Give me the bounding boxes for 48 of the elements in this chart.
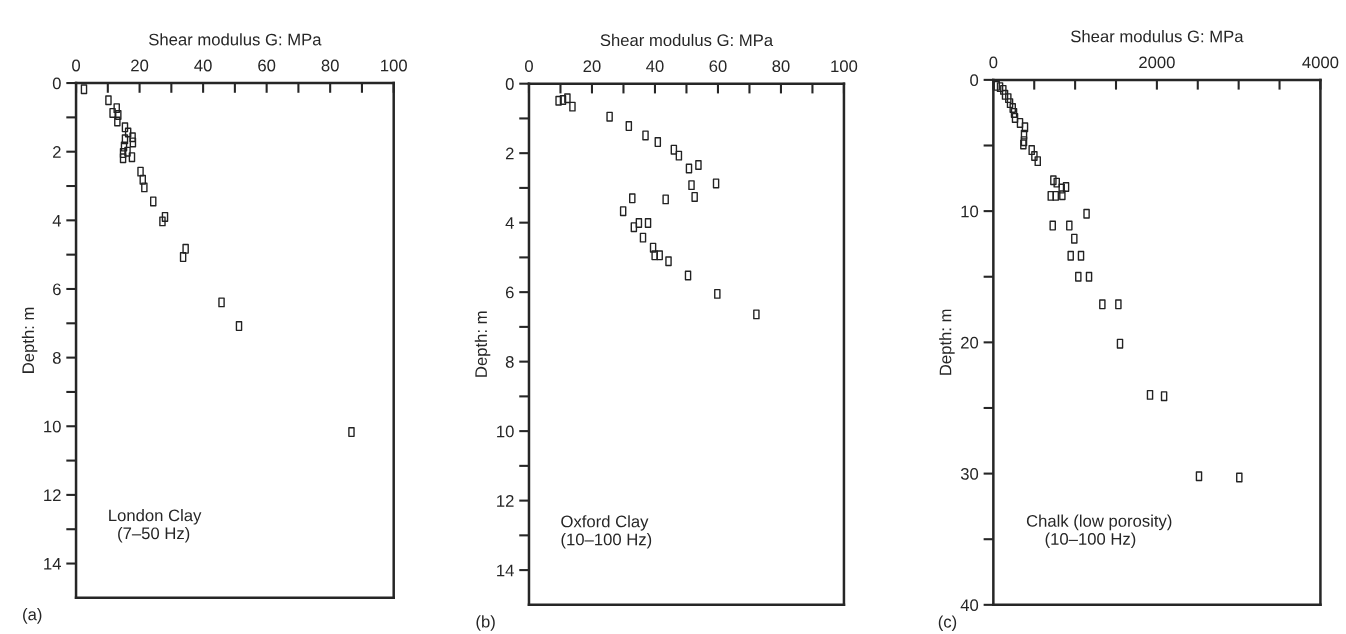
y-tick-label: 4	[505, 217, 514, 229]
x-axis-title: Shear modulus G: MPa	[600, 33, 774, 47]
y-tick-label: 10	[44, 420, 61, 433]
y-tick-label: 14	[44, 558, 61, 570]
x-tick-label: 0	[524, 60, 533, 73]
y-tick-label: 12	[497, 495, 514, 507]
y-tick-label: 10	[497, 425, 514, 438]
y-tick-label: 0	[505, 78, 514, 90]
x-tick-label: 4000	[1302, 56, 1339, 69]
x-axis-title: Shear modulus G: MPa	[149, 33, 322, 46]
y-axis-title: Depth: m	[21, 307, 38, 373]
x-tick-label: 0	[989, 56, 998, 69]
x-tick-label: 0	[72, 59, 81, 72]
x-tick-label: 2000	[1139, 56, 1175, 69]
y-tick-label: 2	[53, 146, 61, 158]
y-axis-title: Depth: m	[939, 309, 955, 375]
annotation: Oxford Clay (10–100 Hz)	[561, 515, 652, 549]
y-tick-label: 8	[52, 352, 61, 364]
x-tick-label: 80	[772, 60, 790, 73]
y-tick-label: 10	[961, 205, 979, 218]
y-tick-label: 20	[961, 336, 979, 349]
x-tick-label: 20	[131, 59, 149, 72]
y-axis-title: Depth: m	[474, 311, 491, 377]
y-tick-label: 30	[960, 468, 979, 480]
text: (b)	[476, 615, 495, 631]
x-tick-label: 40	[194, 59, 212, 72]
y-tick-label: 6	[505, 286, 514, 299]
annotation: Chalk (low porosity) (10–100 Hz)	[1026, 514, 1172, 549]
text: (c)	[938, 615, 957, 631]
x-tick-label: 100	[381, 59, 407, 72]
y-tick-label: 40	[960, 599, 979, 612]
annotation: London Clay (7–50 Hz)	[109, 509, 202, 543]
y-tick-label: 0	[52, 77, 61, 90]
x-tick-label: 60	[709, 60, 727, 73]
text: (a)	[23, 608, 42, 624]
x-axis-title: Shear modulus G: MPa	[1071, 30, 1244, 43]
y-tick-label: 8	[505, 356, 514, 368]
x-tick-label: 40	[646, 60, 664, 73]
x-tick-label: 60	[258, 59, 276, 72]
x-tick-label: 20	[583, 60, 601, 73]
y-tick-label: 14	[497, 564, 514, 577]
x-tick-label: 80	[321, 59, 339, 72]
y-tick-label: 4	[52, 214, 61, 227]
y-tick-label: 12	[44, 489, 61, 501]
y-tick-label: 2	[505, 147, 514, 160]
x-tick-label: 100	[831, 60, 858, 73]
y-tick-label: 6	[53, 283, 61, 296]
y-tick-label: 0	[970, 74, 979, 87]
